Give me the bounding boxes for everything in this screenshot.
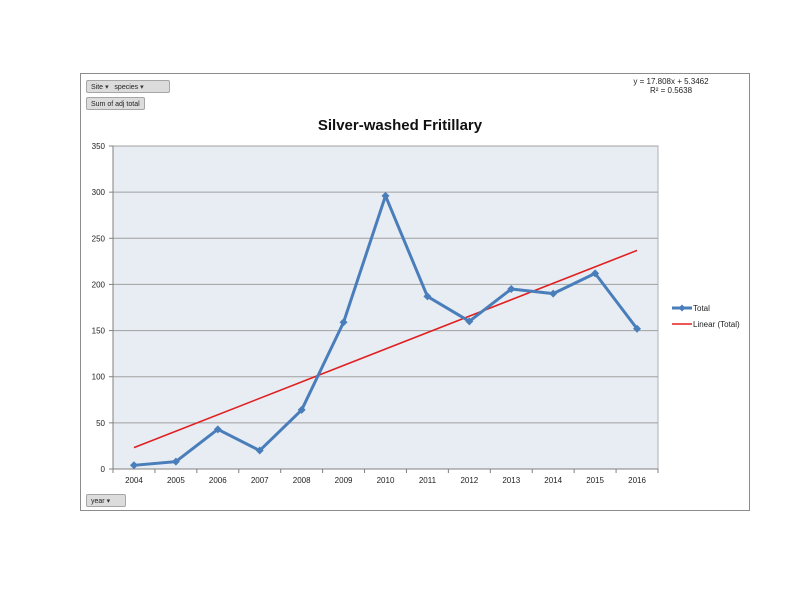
x-tick-label: 2008: [293, 476, 311, 485]
x-tick-label: 2015: [586, 476, 604, 485]
x-tick-label: 2016: [628, 476, 646, 485]
pivot-field-site[interactable]: Site ▾: [91, 84, 109, 91]
data-point-marker: [507, 285, 516, 294]
y-tick-label: 50: [96, 419, 105, 428]
pivot-value-field-label: Sum of adj total: [91, 101, 140, 108]
x-tick-label: 2006: [209, 476, 227, 485]
pivot-field-buttons-row: Site ▾ species ▾: [86, 80, 170, 93]
trendline-equation-box: y = 17.808x + 5.3462 R² = 0.5638: [616, 77, 726, 95]
trendline-equation: y = 17.808x + 5.3462: [633, 77, 709, 86]
data-point-marker: [339, 318, 348, 327]
data-point-marker: [129, 461, 138, 470]
filter-dropdown-icon[interactable]: ▾: [106, 498, 111, 505]
y-tick-label: 150: [92, 327, 106, 336]
legend-linear-label: Linear (Total): [693, 320, 740, 329]
x-tick-label: 2007: [251, 476, 269, 485]
data-point-marker: [213, 425, 222, 434]
x-tick-label: 2009: [335, 476, 353, 485]
chart-title: Silver-washed Fritillary: [317, 117, 483, 134]
x-tick-label: 2011: [419, 476, 437, 485]
data-point-marker: [255, 446, 264, 455]
legend-total-label: Total: [693, 304, 710, 313]
trendline: [133, 249, 638, 449]
x-tick-label: 2013: [502, 476, 520, 485]
legend: Total Linear (Total): [672, 304, 740, 329]
data-point-marker: [465, 317, 474, 326]
pivot-field-year-label: year: [91, 498, 105, 505]
data-point-marker: [423, 292, 432, 301]
y-tick-label: 200: [92, 280, 106, 289]
series-group: [129, 191, 642, 470]
filter-dropdown-icon[interactable]: ▾: [105, 84, 109, 91]
y-tick-label: 300: [92, 188, 106, 197]
x-axis: 2004 2005 2006 2007 2008 2009 2010 2011 2012 2013…: [112, 468, 659, 485]
data-point-marker: [297, 405, 306, 414]
trendline-r2: R² = 0.5638: [649, 86, 693, 95]
y-tick-label: 350: [92, 142, 106, 151]
data-point-marker: [171, 457, 180, 466]
x-tick-label: 2004: [125, 476, 143, 485]
x-tick-label: 2012: [460, 476, 478, 485]
pivot-field-year[interactable]: year ▾: [86, 494, 126, 507]
data-point-marker: [591, 269, 600, 278]
data-point-marker: [633, 324, 642, 333]
filter-dropdown-icon[interactable]: ▾: [140, 84, 144, 91]
data-point-marker: [381, 191, 390, 200]
pivot-value-field-button[interactable]: Sum of adj total: [86, 97, 145, 110]
legend-total-marker: [678, 304, 686, 312]
pivot-field-species[interactable]: species ▾: [114, 84, 143, 91]
y-tick-label: 0: [101, 465, 106, 474]
y-tick-label: 100: [92, 373, 106, 382]
x-tick-label: 2010: [377, 476, 395, 485]
trendline-group: [133, 249, 638, 449]
y-tick-label: 250: [92, 234, 106, 243]
x-tick-label: 2005: [167, 476, 185, 485]
data-point-marker: [549, 289, 558, 298]
x-tick-label: 2014: [544, 476, 562, 485]
y-axis: 0 50 100 150 200 250 300 350: [92, 142, 114, 474]
